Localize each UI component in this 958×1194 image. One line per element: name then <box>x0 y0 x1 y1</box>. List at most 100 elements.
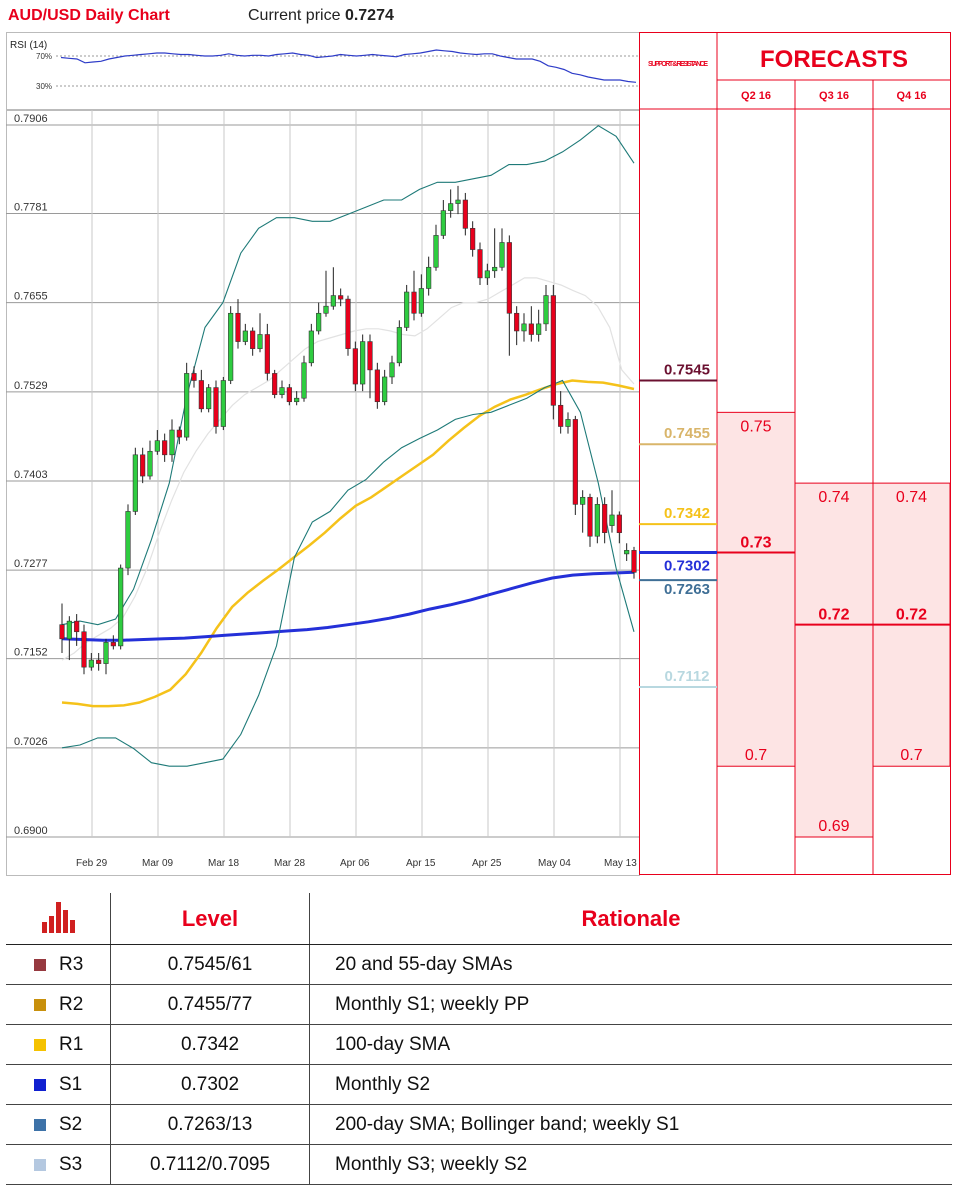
candle-body <box>213 387 219 427</box>
candle-body <box>316 312 322 332</box>
sr-level-label: 0.7263 <box>664 581 710 598</box>
candle-body <box>433 235 439 268</box>
level-color-swatch <box>34 998 46 1011</box>
level-id-cell: S2 <box>6 1104 111 1145</box>
candle-body <box>521 323 527 332</box>
level-rationale: Monthly S1; weekly PP <box>309 984 952 1025</box>
candle-body <box>110 642 116 647</box>
y-tick-label: 0.7529 <box>14 380 48 392</box>
header-icon-cell <box>6 893 111 945</box>
candle-body <box>198 380 204 410</box>
candle-body <box>264 334 270 374</box>
forecast-low: 0.7 <box>900 747 922 764</box>
candle-body <box>543 295 549 325</box>
forecasts-title: FORECASTS <box>760 46 908 73</box>
candle-body <box>74 620 80 633</box>
candle-body <box>184 373 190 438</box>
forecast-mid: 0.73 <box>740 534 771 551</box>
chart-title: AUD/USD Daily Chart <box>8 7 170 24</box>
candle-body <box>609 514 615 526</box>
candle-body <box>594 504 600 537</box>
level-id: S3 <box>59 1153 83 1175</box>
level-rationale: 100-day SMA <box>309 1024 952 1065</box>
table-row: S2 0.7263/13 200-day SMA; Bollinger band; … <box>6 1104 952 1145</box>
level-color-swatch <box>34 1038 46 1051</box>
bollinger-upper-line <box>61 125 635 626</box>
candle-body <box>81 631 87 668</box>
candle-body <box>323 305 329 314</box>
level-value: 0.7342 <box>110 1024 310 1065</box>
level-color-swatch <box>34 1158 46 1171</box>
quarter-label: Q2 16 <box>741 90 771 102</box>
current-price-label: Current price <box>248 7 341 24</box>
table-row: S1 0.7302 Monthly S2 <box>6 1064 952 1105</box>
sr-level-label: 0.7455 <box>664 425 710 442</box>
candle-body <box>330 295 336 307</box>
candle-body <box>602 504 608 533</box>
level-header: Level <box>110 893 310 945</box>
candle-body <box>220 380 226 427</box>
table-row: R2 0.7455/77 Monthly S1; weekly PP <box>6 984 952 1025</box>
candle-body <box>631 550 637 573</box>
bollinger-lower-line <box>61 379 635 767</box>
candle-body <box>624 550 630 555</box>
quarter-label: Q4 16 <box>897 90 927 102</box>
candle-body <box>506 242 512 314</box>
table-row: R1 0.7342 100-day SMA <box>6 1024 952 1065</box>
candle-body <box>352 348 358 385</box>
candle-body <box>250 330 256 349</box>
forecast-low: 0.69 <box>818 818 849 835</box>
levels-table: Level Rationale R3 0.7545/61 20 and 55-day… <box>6 893 952 1185</box>
candle-body <box>580 496 586 505</box>
candle-body <box>382 376 388 403</box>
level-id: S1 <box>59 1073 83 1095</box>
price-chart-frame <box>6 110 640 876</box>
candle-body <box>125 511 131 569</box>
forecast-mid: 0.72 <box>818 607 849 624</box>
x-tick-label: May 13 <box>604 858 637 869</box>
level-id: R1 <box>59 1033 84 1055</box>
forecast-range-3 <box>794 482 874 838</box>
forecast-range-2 <box>716 411 796 767</box>
candle-body <box>308 330 314 364</box>
sma200-line <box>61 570 635 642</box>
x-tick-label: Apr 25 <box>472 858 502 869</box>
x-tick-label: Mar 18 <box>208 858 240 869</box>
candle-body <box>514 312 520 332</box>
forecast-mid: 0.72 <box>896 607 927 624</box>
candle-body <box>587 496 593 537</box>
level-color-swatch <box>34 958 46 971</box>
candle-body <box>418 288 424 314</box>
candle-body <box>455 199 461 204</box>
level-id: S2 <box>59 1113 83 1135</box>
candle-body <box>360 341 366 385</box>
candle-body <box>103 642 109 664</box>
level-id-cell: R2 <box>6 984 111 1025</box>
sr-level-label: 0.7112 <box>664 668 709 685</box>
forecast-high: 0.74 <box>818 489 849 506</box>
candle-body <box>367 341 373 371</box>
rsi-line <box>60 49 637 83</box>
sma55-line <box>61 379 635 708</box>
candle-body <box>140 454 146 477</box>
level-value: 0.7112/0.7095 <box>110 1144 310 1185</box>
forecast-panel: SUPPORT & RESISTANCE FORECASTS Q2 16 Q3 16 Q… <box>639 32 951 875</box>
x-tick-label: May 04 <box>538 858 571 869</box>
candle-body <box>154 440 160 452</box>
y-tick-label: 0.7152 <box>14 647 48 659</box>
quarter-label: Q3 16 <box>819 90 849 102</box>
levels-table-header: Level Rationale <box>6 893 952 945</box>
candle-body <box>396 327 402 364</box>
rsi-panel: RSI (14) 70% 30% <box>6 32 640 110</box>
x-tick-label: Mar 28 <box>274 858 306 869</box>
candle-body <box>147 450 153 477</box>
candle-body <box>572 419 578 505</box>
x-tick-label: Apr 15 <box>406 858 436 869</box>
y-tick-label: 0.7906 <box>14 113 48 125</box>
rsi-frame <box>6 32 640 110</box>
current-price: Current price 0.7274 <box>248 7 394 25</box>
level-rationale: Monthly S2 <box>309 1064 952 1105</box>
candle-body <box>411 291 417 314</box>
level-id-cell: R1 <box>6 1024 111 1065</box>
table-row: R3 0.7545/61 20 and 55-day SMAs <box>6 944 952 985</box>
